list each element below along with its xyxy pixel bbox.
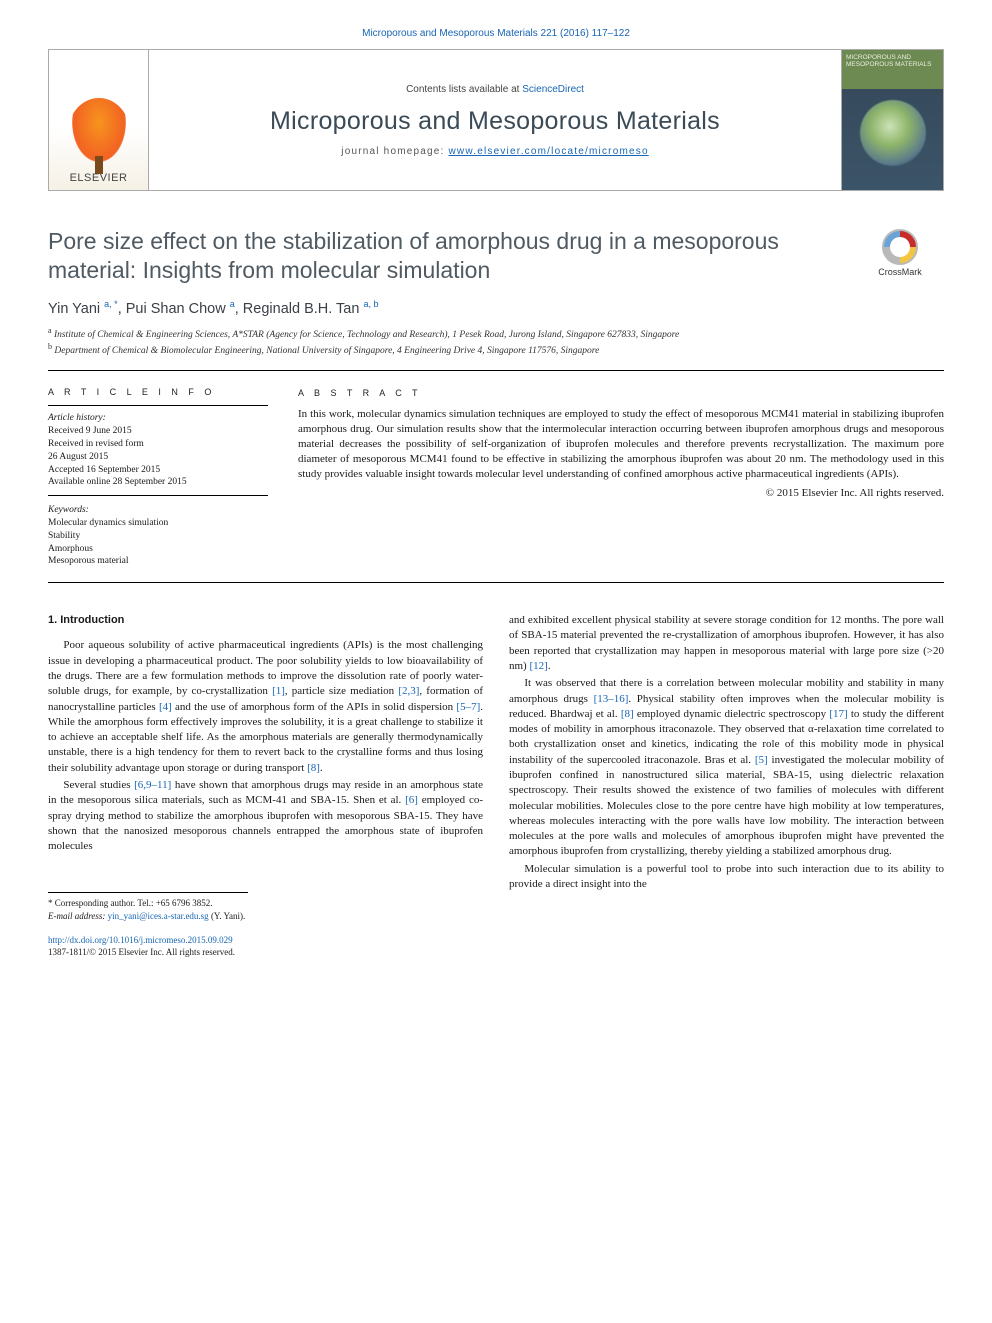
journal-cover-thumbnail: MICROPOROUS AND MESOPOROUS MATERIALS — [841, 50, 943, 190]
crossmark-label: CrossMark — [878, 267, 922, 277]
article-info-heading: A R T I C L E I N F O — [48, 387, 268, 397]
abstract-copyright: © 2015 Elsevier Inc. All rights reserved… — [298, 486, 944, 501]
abstract-text: In this work, molecular dynamics simulat… — [298, 407, 944, 481]
body-left-column: 1. Introduction Poor aqueous solubility … — [48, 613, 483, 959]
cite-1[interactable]: [1] — [272, 685, 285, 697]
right-para-1: and exhibited excellent physical stabili… — [509, 613, 944, 674]
crossmark-icon — [882, 229, 918, 265]
article-history: Article history: Received 9 June 2015Rec… — [48, 405, 268, 496]
journal-homepage-line: journal homepage: www.elsevier.com/locat… — [341, 146, 648, 157]
affiliations: a Institute of Chemical & Engineering Sc… — [48, 326, 944, 358]
cite-6[interactable]: [6] — [405, 794, 418, 806]
cover-text: MICROPOROUS AND MESOPOROUS MATERIALS — [846, 54, 939, 68]
affiliation-b: b Department of Chemical & Biomolecular … — [48, 342, 944, 358]
journal-homepage-link[interactable]: www.elsevier.com/locate/micromeso — [449, 146, 649, 157]
homepage-prefix: journal homepage: — [341, 146, 448, 157]
doi-link[interactable]: http://dx.doi.org/10.1016/j.micromeso.20… — [48, 935, 233, 945]
cite-4[interactable]: [4] — [159, 701, 172, 713]
crossmark-badge[interactable]: CrossMark — [856, 229, 944, 277]
footer-copyright: 1387-1811/© 2015 Elsevier Inc. All right… — [48, 947, 235, 957]
journal-header: ELSEVIER Contents lists available at Sci… — [48, 49, 944, 191]
abstract-column: A B S T R A C T In this work, molecular … — [298, 387, 944, 568]
cite-6-9-11[interactable]: [6,9–11] — [134, 779, 171, 791]
cite-12[interactable]: [12] — [529, 660, 547, 672]
sciencedirect-link[interactable]: ScienceDirect — [522, 84, 584, 95]
body-right-column: and exhibited excellent physical stabili… — [509, 613, 944, 959]
cite-8a[interactable]: [8] — [307, 762, 320, 774]
section-heading-intro: 1. Introduction — [48, 613, 483, 628]
email-label: E-mail address: — [48, 911, 105, 921]
keywords-block: Keywords: Molecular dynamics simulationS… — [48, 504, 268, 568]
publisher-logo: ELSEVIER — [49, 50, 149, 190]
affiliation-a-text: Institute of Chemical & Engineering Scie… — [54, 330, 679, 340]
cite-5[interactable]: [5] — [755, 754, 768, 766]
article-title: Pore size effect on the stabilization of… — [48, 227, 838, 285]
corresponding-email[interactable]: yin_yani@ices.a-star.edu.sg — [108, 911, 209, 921]
author-list: Yin Yani a, *, Pui Shan Chow a, Reginald… — [48, 299, 944, 317]
right-para-3: Molecular simulation is a powerful tool … — [509, 862, 944, 893]
cite-8b[interactable]: [8] — [621, 708, 634, 720]
doi-block: http://dx.doi.org/10.1016/j.micromeso.20… — [48, 934, 483, 959]
contents-available-line: Contents lists available at ScienceDirec… — [406, 84, 584, 95]
right-para-2: It was observed that there is a correlat… — [509, 676, 944, 859]
intro-para-2: Several studies [6,9–11] have shown that… — [48, 778, 483, 854]
contents-prefix: Contents lists available at — [406, 84, 522, 95]
history-lines: Received 9 June 2015Received in revised … — [48, 426, 187, 487]
journal-header-center: Contents lists available at ScienceDirec… — [149, 50, 841, 190]
keywords-lines: Molecular dynamics simulationStabilityAm… — [48, 518, 168, 566]
intro-para-1: Poor aqueous solubility of active pharma… — [48, 638, 483, 776]
cite-17[interactable]: [17] — [829, 708, 847, 720]
article-info-column: A R T I C L E I N F O Article history: R… — [48, 387, 268, 568]
affiliation-b-text: Department of Chemical & Biomolecular En… — [54, 346, 599, 356]
history-label: Article history: — [48, 413, 106, 423]
journal-reference-link[interactable]: Microporous and Mesoporous Materials 221… — [48, 28, 944, 39]
corresponding-author-footnote: * Corresponding author. Tel.: +65 6796 3… — [48, 892, 248, 921]
abstract-heading: A B S T R A C T — [298, 387, 944, 399]
cover-swirl-icon — [860, 100, 926, 166]
email-suffix: (Y. Yani). — [209, 911, 246, 921]
corresponding-label: * Corresponding author. Tel.: +65 6796 3… — [48, 898, 213, 908]
cite-13-16[interactable]: [13–16] — [594, 693, 629, 705]
cite-2-3[interactable]: [2,3] — [398, 685, 419, 697]
affiliation-a: a Institute of Chemical & Engineering Sc… — [48, 326, 944, 342]
keywords-label: Keywords: — [48, 505, 89, 515]
journal-ref-text[interactable]: Microporous and Mesoporous Materials 221… — [362, 28, 630, 39]
journal-title: Microporous and Mesoporous Materials — [270, 107, 720, 136]
elsevier-tree-icon — [68, 98, 130, 168]
cite-5-7[interactable]: [5–7] — [456, 701, 480, 713]
